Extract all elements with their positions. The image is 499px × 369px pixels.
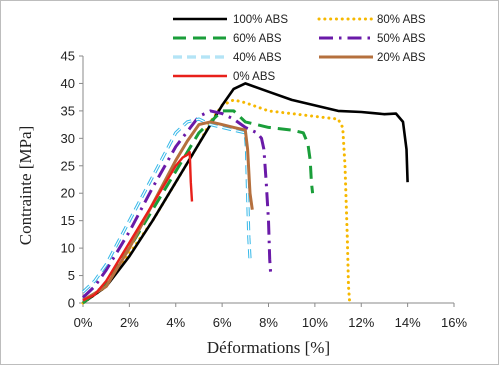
x-tick-label: 10% <box>302 315 328 330</box>
y-tick-label: 10 <box>61 241 75 256</box>
legend-label: 60% ABS <box>233 33 282 45</box>
x-tick-label: 6% <box>213 315 232 330</box>
x-tick-label: 16% <box>441 315 467 330</box>
series-line-0-abs <box>82 150 194 302</box>
legend-label: 0% ABS <box>233 71 276 83</box>
y-tick-label: 25 <box>61 158 75 173</box>
x-tick-label: 14% <box>395 315 421 330</box>
series-line-80-abs <box>81 98 352 305</box>
x-tick-label: 2% <box>120 315 139 330</box>
y-tick-label: 30 <box>61 131 75 146</box>
x-tick-label: 12% <box>348 315 374 330</box>
x-tick-label: 0% <box>74 315 93 330</box>
y-tick-label: 35 <box>61 103 75 118</box>
y-tick-label: 40 <box>61 76 75 91</box>
x-axis-title: Déformations [%] <box>207 338 330 357</box>
y-axis-title: Contrainte [MPa] <box>16 126 35 245</box>
x-tick-label: 4% <box>166 315 185 330</box>
x-tick-label: 8% <box>259 315 278 330</box>
series-line-50-abs <box>81 109 273 299</box>
series-line-60-abs <box>82 109 315 305</box>
y-tick-label: 5 <box>68 268 75 283</box>
legend-label: 40% ABS <box>233 52 282 64</box>
legend-label: 50% ABS <box>377 33 426 45</box>
y-tick-label: 45 <box>61 49 75 64</box>
chart-svg: 0 5 10 15 20 25 30 35 40 45 0% 2% 4% 6% 8% 10% 12% 14% 16%… <box>16 14 468 357</box>
y-tick-label: 15 <box>61 213 75 228</box>
y-tick-label: 0 <box>68 296 75 311</box>
legend-label: 100% ABS <box>233 14 288 26</box>
y-tick-label: 20 <box>61 186 75 201</box>
series-layer <box>81 82 409 305</box>
axes: 0 5 10 15 20 25 30 35 40 45 0% 2% 4% 6% 8% 10% 12% 14% 16% <box>61 49 468 331</box>
series-line-40-abs-inner <box>82 118 251 293</box>
legend: 100% ABS 80% ABS 60% ABS 50% ABS 40% ABS 20% … <box>173 14 426 83</box>
legend-label: 80% ABS <box>377 14 426 26</box>
series-line-100-abs <box>82 82 409 305</box>
legend-label: 20% ABS <box>377 52 426 64</box>
series-line-20-abs <box>82 120 254 302</box>
